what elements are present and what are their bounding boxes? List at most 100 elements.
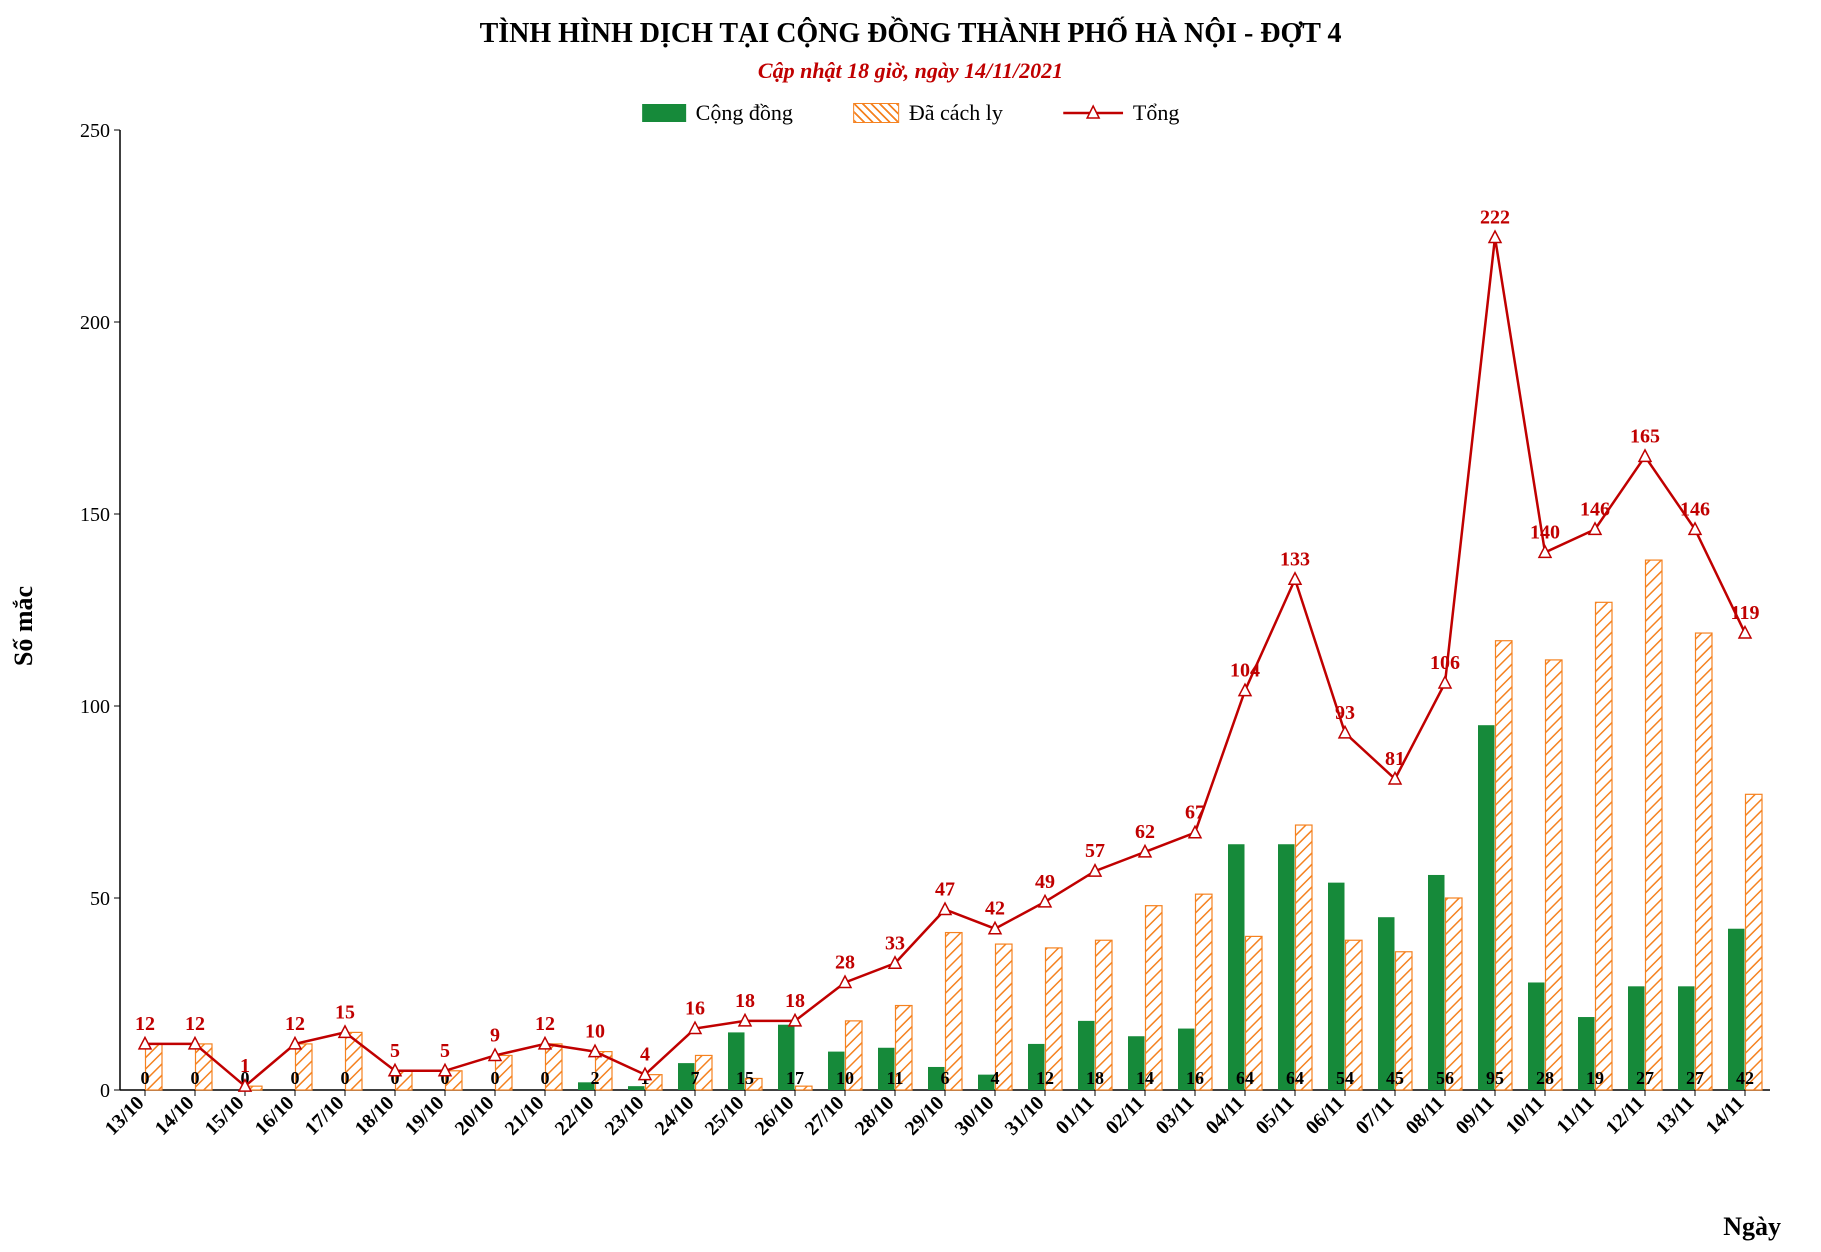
- bar-value-label: 2: [591, 1068, 600, 1088]
- line-point-label: 93: [1335, 702, 1355, 724]
- line-point-label: 9: [490, 1024, 500, 1046]
- line-point-label: 18: [735, 990, 755, 1012]
- bar-value-label: 56: [1436, 1068, 1454, 1088]
- bar-value-label: 0: [541, 1068, 550, 1088]
- x-tick-label: 27/10: [801, 1092, 849, 1140]
- line-point-label: 165: [1630, 425, 1660, 447]
- x-tick-label: 09/11: [1452, 1092, 1499, 1139]
- line-point-label: 12: [135, 1013, 155, 1035]
- bar-solid: [1428, 875, 1445, 1090]
- bar-value-label: 54: [1336, 1068, 1354, 1088]
- x-tick-label: 04/11: [1202, 1092, 1249, 1139]
- bar-value-label: 14: [1136, 1068, 1154, 1088]
- bar-hatched: [1146, 906, 1163, 1090]
- x-tick-label: 20/10: [451, 1092, 499, 1140]
- bar-value-label: 12: [1036, 1068, 1054, 1088]
- line-point-label: 49: [1035, 871, 1055, 893]
- triangle-marker-icon: [1339, 726, 1351, 738]
- y-tick-label: 150: [80, 504, 110, 526]
- line-point-label: 12: [535, 1013, 555, 1035]
- line-point-label: 28: [835, 951, 855, 973]
- line-point-label: 4: [640, 1044, 650, 1066]
- x-tick-label: 08/11: [1402, 1092, 1449, 1139]
- x-tick-label: 28/10: [851, 1092, 899, 1140]
- bar-value-label: 7: [691, 1068, 700, 1088]
- line-point-label: 133: [1280, 548, 1310, 570]
- x-tick-label: 13/11: [1652, 1092, 1699, 1139]
- bar-hatched: [946, 933, 963, 1090]
- bar-solid: [1378, 917, 1395, 1090]
- bar-hatched: [1546, 660, 1563, 1090]
- bar-value-label: 19: [1586, 1068, 1604, 1088]
- bar-value-label: 15: [736, 1068, 754, 1088]
- y-axis-label: Số mắc: [9, 586, 39, 666]
- bar-value-label: 18: [1086, 1068, 1104, 1088]
- x-tick-label: 19/10: [401, 1092, 449, 1140]
- bar-value-label: 4: [991, 1068, 1000, 1088]
- triangle-marker-icon: [539, 1037, 551, 1049]
- bar-solid: [1228, 844, 1245, 1090]
- bar-hatched: [1446, 898, 1463, 1090]
- bar-value-label: 0: [341, 1068, 350, 1088]
- x-tick-label: 29/10: [901, 1092, 949, 1140]
- line-point-label: 119: [1731, 602, 1760, 624]
- line-point-label: 5: [390, 1040, 400, 1062]
- x-tick-label: 31/10: [1001, 1092, 1049, 1140]
- x-tick-label: 06/11: [1302, 1092, 1349, 1139]
- bar-solid: [1278, 844, 1295, 1090]
- line-point-label: 1: [240, 1055, 250, 1077]
- x-tick-label: 15/10: [201, 1092, 249, 1140]
- triangle-marker-icon: [1289, 573, 1301, 585]
- line-point-label: 62: [1135, 821, 1155, 843]
- line-point-label: 12: [285, 1013, 305, 1035]
- bar-hatched: [1496, 641, 1513, 1090]
- line-point-label: 33: [885, 932, 905, 954]
- triangle-marker-icon: [939, 903, 951, 915]
- line-point-label: 47: [935, 879, 955, 901]
- plot-area: 050100150200250013/10014/10015/10016/100…: [50, 100, 1820, 1220]
- x-tick-label: 23/10: [601, 1092, 649, 1140]
- triangle-marker-icon: [1489, 231, 1501, 243]
- x-tick-label: 02/11: [1102, 1092, 1149, 1139]
- bar-value-label: 10: [836, 1068, 854, 1088]
- line-point-label: 67: [1185, 802, 1205, 824]
- line-point-label: 140: [1530, 521, 1560, 543]
- line-point-label: 146: [1580, 498, 1610, 520]
- bar-solid: [1328, 883, 1345, 1090]
- triangle-marker-icon: [1639, 450, 1651, 462]
- line-point-label: 146: [1680, 498, 1710, 520]
- bar-solid: [1478, 725, 1495, 1090]
- x-tick-label: 01/11: [1052, 1092, 1099, 1139]
- chart-container: TÌNH HÌNH DỊCH TẠI CỘNG ĐỒNG THÀNH PHỐ H…: [0, 0, 1821, 1252]
- x-tick-label: 17/10: [301, 1092, 349, 1140]
- triangle-marker-icon: [339, 1026, 351, 1038]
- line-point-label: 16: [685, 998, 705, 1020]
- bar-value-label: 45: [1386, 1068, 1404, 1088]
- x-tick-label: 25/10: [701, 1092, 749, 1140]
- x-tick-label: 30/10: [951, 1092, 999, 1140]
- x-tick-label: 12/11: [1602, 1092, 1649, 1139]
- x-tick-label: 03/11: [1152, 1092, 1199, 1139]
- x-tick-label: 24/10: [651, 1092, 699, 1140]
- bar-hatched: [1296, 825, 1313, 1090]
- x-tick-label: 21/10: [501, 1092, 549, 1140]
- bar-value-label: 95: [1486, 1068, 1504, 1088]
- chart-subtitle: Cập nhật 18 giờ, ngày 14/11/2021: [0, 58, 1821, 84]
- y-tick-label: 50: [90, 888, 110, 910]
- bar-value-label: 16: [1186, 1068, 1204, 1088]
- line-point-label: 12: [185, 1013, 205, 1035]
- bar-value-label: 0: [491, 1068, 500, 1088]
- bar-value-label: 0: [141, 1068, 150, 1088]
- bar-value-label: 28: [1536, 1068, 1554, 1088]
- bar-hatched: [1596, 602, 1613, 1090]
- line-point-label: 18: [785, 990, 805, 1012]
- x-tick-label: 07/11: [1352, 1092, 1399, 1139]
- bar-hatched: [1746, 794, 1763, 1090]
- x-tick-label: 11/11: [1552, 1092, 1598, 1138]
- bar-value-label: 27: [1636, 1068, 1654, 1088]
- triangle-marker-icon: [1439, 676, 1451, 688]
- bar-value-label: 0: [191, 1068, 200, 1088]
- line-point-label: 222: [1480, 207, 1510, 229]
- triangle-marker-icon: [1189, 826, 1201, 838]
- line-point-label: 10: [585, 1021, 605, 1043]
